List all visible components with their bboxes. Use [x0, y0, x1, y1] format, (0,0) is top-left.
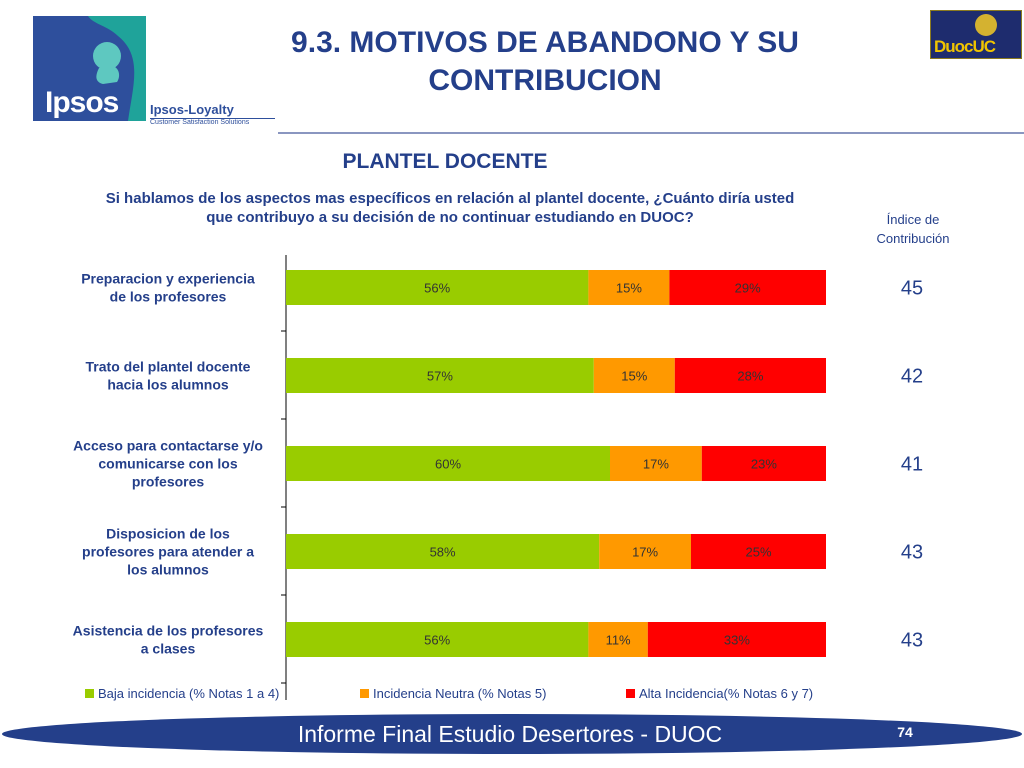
bar-value-label: 29%	[735, 281, 761, 296]
contribution-index-value: 42	[901, 366, 923, 388]
footer-bar	[2, 714, 1022, 754]
bar-segment	[593, 358, 675, 393]
bar-segment	[691, 534, 826, 569]
page-title-line2: CONTRIBUCION	[428, 64, 662, 97]
duoc-seal-icon	[975, 14, 997, 36]
loyalty-title: Ipsos-Loyalty	[150, 102, 234, 117]
bar-value-label: 58%	[430, 545, 456, 560]
bar-segment	[701, 446, 826, 481]
category-label: Acceso para contactarse y/o	[73, 438, 263, 454]
section-subtitle: PLANTEL DOCENTE	[342, 150, 548, 173]
category-label: Asistencia de los profesores	[73, 623, 264, 639]
bar-value-label: 17%	[643, 457, 669, 472]
contribution-index-header-line1: Índice de	[886, 212, 940, 227]
page-number: 74	[897, 724, 913, 740]
category-label: Trato del plantel docente	[86, 359, 251, 375]
bar-segment	[599, 534, 691, 569]
ipsos-logo-figure-icon	[88, 16, 146, 121]
bar-value-label: 28%	[737, 369, 763, 384]
bar-segment	[286, 358, 594, 393]
bar-value-label: 15%	[621, 369, 647, 384]
bar-value-label: 57%	[427, 369, 453, 384]
bar-value-label: 11%	[606, 633, 631, 648]
header-divider	[278, 132, 1024, 134]
bar-segment	[588, 270, 670, 305]
contribution-index-header: Índice de Contribución	[860, 210, 966, 248]
bar-value-label: 56%	[424, 633, 450, 648]
contribution-index-value: 41	[901, 454, 923, 476]
legend-label: Baja incidencia (% Notas 1 a 4)	[98, 686, 279, 701]
bar-segment	[610, 446, 702, 481]
footer-text: Informe Final Estudio Desertores - DUOC	[297, 721, 723, 747]
page-title-line1: 9.3. MOTIVOS DE ABANDONO Y SU	[291, 26, 799, 59]
bar-value-label: 17%	[632, 545, 658, 560]
category-label: los alumnos	[127, 562, 209, 578]
bar-segment	[674, 358, 826, 393]
bar-value-label: 25%	[745, 545, 771, 560]
category-label: profesores	[132, 474, 205, 490]
duoc-logo-text: DuocUC	[934, 37, 996, 56]
loyalty-subtitle: Customer Satisfaction Solutions	[150, 118, 275, 126]
bar-value-label: 60%	[435, 457, 461, 472]
bar-value-label: 56%	[424, 281, 450, 296]
category-label: Preparacion y experiencia	[81, 271, 255, 287]
bar-segment	[286, 622, 589, 657]
bar-segment	[286, 270, 589, 305]
contribution-index-header-line2: Contribución	[876, 231, 950, 246]
bar-segment	[588, 622, 648, 657]
page-title: 9.3. MOTIVOS DE ABANDONO Y SU CONTRIBUCI…	[200, 24, 890, 100]
category-label: Disposicion de los	[106, 526, 230, 542]
category-label: a clases	[141, 641, 196, 657]
ipsos-logo: Ipsos	[33, 16, 146, 121]
category-label: hacia los alumnos	[107, 377, 229, 393]
legend-swatch	[85, 689, 94, 698]
bar-value-label: 33%	[724, 633, 750, 648]
legend-swatch	[360, 689, 369, 698]
survey-question-line2: que contribuyo a su decisión de no conti…	[206, 209, 694, 226]
survey-question-line1: Si hablamos de los aspectos mas específi…	[105, 190, 795, 207]
bar-segment	[286, 446, 610, 481]
legend-swatch	[626, 689, 635, 698]
duoc-logo: DuocUC	[930, 10, 1022, 59]
ipsos-logo-text: Ipsos	[45, 86, 119, 119]
stacked-bar-chart: Preparacion y experiencia de los profesor…	[73, 255, 923, 701]
category-label: de los profesores	[110, 289, 227, 305]
bar-segment	[669, 270, 826, 305]
category-label: comunicarse con los	[98, 456, 237, 472]
bar-value-label: 23%	[751, 457, 777, 472]
category-label: profesores para atender a	[82, 544, 254, 560]
legend-label: Alta Incidencia(% Notas 6 y 7)	[639, 686, 813, 701]
contribution-index-value: 45	[901, 278, 923, 300]
survey-question: Si hablamos de los aspectos mas específi…	[50, 189, 850, 227]
legend-label: Incidencia Neutra (% Notas 5)	[373, 686, 546, 701]
bar-segment	[286, 534, 600, 569]
contribution-index-value: 43	[901, 542, 923, 564]
bar-segment	[647, 622, 826, 657]
ipsos-loyalty-logo: Ipsos-Loyalty Customer Satisfaction Solu…	[150, 102, 275, 126]
contribution-index-value: 43	[901, 630, 923, 652]
bar-value-label: 15%	[616, 281, 642, 296]
